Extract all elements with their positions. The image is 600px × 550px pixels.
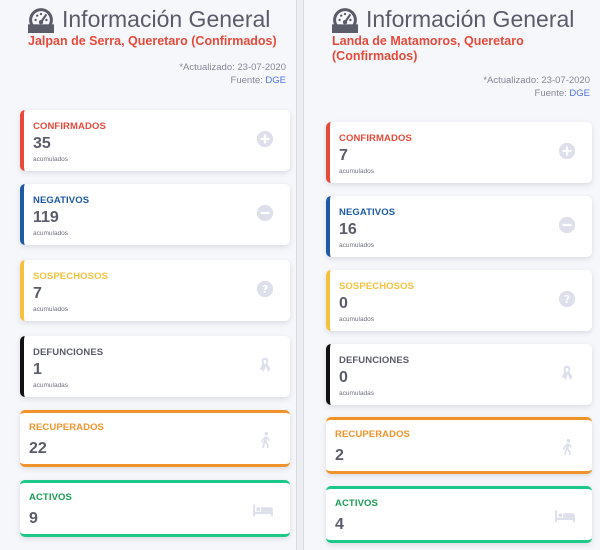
question-circle-icon [256, 280, 274, 298]
card-value: 119 [33, 209, 59, 226]
card-label: RECUPERADOS [29, 422, 104, 433]
card-confirmados: CONFIRMADOS 7 acumulados [326, 122, 592, 183]
panel-divider [296, 0, 304, 550]
page-title: Información General [28, 6, 270, 33]
card-label: ACTIVOS [29, 492, 72, 503]
tachometer-icon [28, 7, 54, 33]
minus-circle-icon [558, 216, 576, 234]
card-note: acumulados [339, 242, 375, 249]
plus-circle-icon [256, 130, 274, 148]
page-title-text: Información General [62, 6, 271, 32]
card-value: 35 [33, 135, 51, 152]
card-recuperados: RECUPERADOS 22 [20, 410, 290, 467]
page-title-text: Información General [366, 6, 575, 32]
card-note: acumulados [33, 306, 69, 313]
card-label: CONFIRMADOS [339, 133, 412, 144]
card-value: 2 [335, 447, 344, 464]
plus-circle-icon [558, 142, 576, 160]
card-label: RECUPERADOS [335, 429, 410, 440]
card-negativos: NEGATIVOS 119 acumulados [20, 184, 290, 245]
card-label: NEGATIVOS [33, 195, 90, 206]
ribbon-icon [558, 364, 576, 382]
card-note: acumulados [339, 168, 375, 175]
card-defunciones: DEFUNCIONES 1 acumuladas [20, 336, 290, 397]
source-label: Fuente: [230, 75, 263, 86]
card-confirmados: CONFIRMADOS 35 acumulados [20, 110, 290, 171]
card-value: 22 [29, 440, 47, 457]
card-label: DEFUNCIONES [339, 355, 410, 366]
card-value: 7 [33, 285, 42, 302]
card-note: acumuladas [33, 382, 69, 389]
card-value: 16 [339, 221, 357, 238]
card-note: acumuladas [339, 390, 375, 397]
card-value: 7 [339, 147, 348, 164]
ribbon-icon [256, 356, 274, 374]
card-label: NEGATIVOS [339, 207, 396, 218]
card-note: acumulados [33, 230, 69, 237]
walking-person-icon [256, 431, 274, 449]
updated-date: *Actualizado: 23-07-2020 [483, 75, 590, 86]
card-sospechosos: SOSPECHOSOS 7 acumulados [20, 260, 290, 321]
card-value: 0 [339, 295, 348, 312]
card-value: 0 [339, 369, 348, 386]
bed-icon [252, 501, 274, 519]
tachometer-icon [332, 7, 358, 33]
walking-person-icon [558, 438, 576, 456]
card-recuperados: RECUPERADOS 2 [326, 417, 592, 474]
card-label: SOSPECHOSOS [33, 271, 109, 282]
card-defunciones: DEFUNCIONES 0 acumuladas [326, 344, 592, 405]
source-label: Fuente: [534, 88, 567, 99]
minus-circle-icon [256, 204, 274, 222]
source-link[interactable]: DGE [569, 88, 590, 99]
municipality-subtitle: Landa de Matamoros, Queretaro (Confirmad… [332, 34, 524, 63]
card-activos: ACTIVOS 4 [326, 486, 592, 543]
card-value: 9 [29, 510, 38, 527]
card-value: 1 [33, 361, 42, 378]
card-note: acumulados [33, 156, 69, 163]
source-line: Fuente: DGE [66, 74, 286, 87]
source-line: Fuente: DGE [370, 87, 590, 100]
municipality-subtitle: Jalpan de Serra, Queretaro (Confirmados) [28, 34, 277, 48]
panel-landa-de-matamoros: Información General Landa de Matamoros, … [304, 0, 600, 550]
card-note: acumulados [339, 316, 375, 323]
page-title: Información General [332, 6, 574, 33]
panel-jalpan-de-serra: Información General Jalpan de Serra, Que… [0, 0, 296, 550]
source-link[interactable]: DGE [265, 75, 286, 86]
card-activos: ACTIVOS 9 [20, 480, 290, 537]
question-circle-icon [558, 290, 576, 308]
card-label: SOSPECHOSOS [339, 281, 415, 292]
card-negativos: NEGATIVOS 16 acumulados [326, 196, 592, 257]
updated-date: *Actualizado: 23-07-2020 [179, 62, 286, 73]
card-label: CONFIRMADOS [33, 121, 106, 132]
card-label: DEFUNCIONES [33, 347, 104, 358]
card-value: 4 [335, 516, 344, 533]
card-sospechosos: SOSPECHOSOS 0 acumulados [326, 270, 592, 331]
card-label: ACTIVOS [335, 498, 378, 509]
bed-icon [554, 507, 576, 525]
